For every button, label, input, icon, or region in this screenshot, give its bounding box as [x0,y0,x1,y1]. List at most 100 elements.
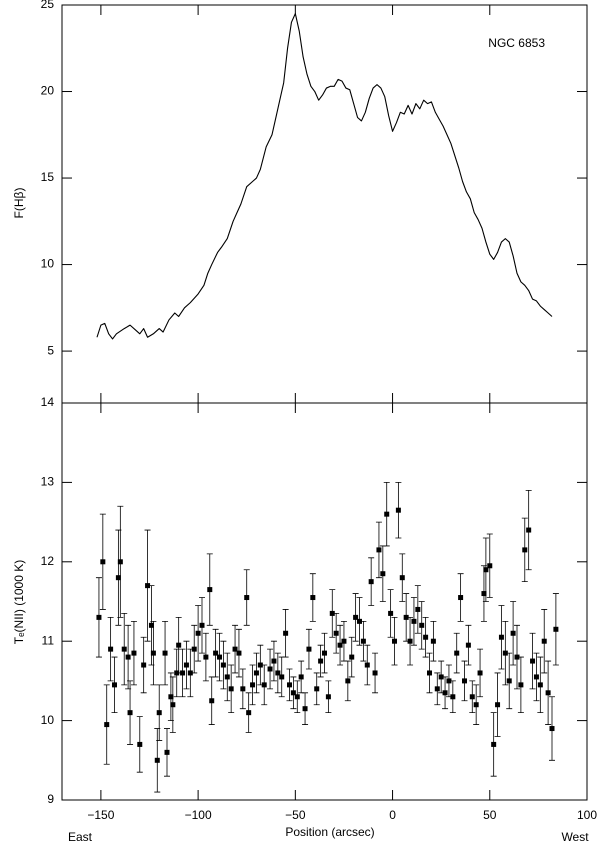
data-point [469,694,475,700]
data-point [325,694,331,700]
data-point [131,650,137,656]
data-point [522,547,528,553]
data-point [450,694,456,700]
data-point [533,674,539,680]
data-point [224,674,230,680]
data-point [127,710,133,716]
y-tick-label: 10 [41,713,55,727]
data-point [434,686,440,692]
data-point [388,610,394,616]
data-point [329,610,335,616]
data-point [322,650,327,656]
data-point [115,575,121,581]
data-point [514,654,520,660]
direction-label: East [68,830,93,844]
data-point [180,670,186,676]
data-point [207,587,213,593]
data-point [510,630,516,636]
data-point [392,638,397,644]
data-point [380,571,386,577]
y-tick-label: 5 [47,343,54,357]
data-point [217,654,222,660]
data-point [462,678,467,684]
data-point [104,722,110,728]
data-point [228,686,234,692]
data-point [537,682,543,688]
data-point [240,686,246,692]
data-point [360,638,366,644]
y-tick-label: 10 [41,257,55,271]
data-point [341,638,347,644]
data-point [250,682,256,688]
y-tick-label: 14 [41,395,55,409]
data-point [372,670,378,676]
data-point [530,658,536,664]
data-point [502,650,508,656]
x-axis-label: Position (arcsec) [285,825,374,839]
data-point [108,646,114,652]
y-axis-label: Tₑ(NII) (1000 K) [12,560,26,644]
data-point [477,670,483,676]
data-point [415,606,421,612]
data-point [246,710,252,716]
data-point [170,702,176,708]
y-axis-label: F(Hβ) [12,188,26,219]
data-point [495,702,501,708]
data-point [298,674,304,680]
data-point [314,686,320,692]
data-point [345,678,351,684]
y-tick-label: 20 [41,84,55,98]
data-point [545,690,551,696]
x-tick-label: −50 [285,808,306,822]
data-point [150,650,156,656]
data-point [125,654,131,660]
direction-label: West [561,830,589,844]
data-point [349,654,355,660]
data-point [275,670,281,676]
data-point [287,682,292,688]
data-point [337,642,343,648]
data-point [411,618,417,624]
data-point [553,626,559,632]
annotation: NGC 6853 [488,36,545,50]
data-point [156,710,162,716]
data-point [395,507,401,513]
data-point [483,567,489,573]
data-point [498,634,504,640]
data-point [384,511,390,517]
y-tick-label: 12 [41,554,55,568]
data-point [290,690,296,696]
data-point [518,682,524,688]
data-point [368,579,374,585]
data-point [407,638,413,644]
data-point [376,547,382,553]
data-point [306,646,312,652]
data-point [271,658,277,664]
data-point [454,650,460,656]
data-point [141,662,147,668]
data-point [220,662,226,668]
data-point [96,614,102,620]
y-tick-label: 9 [47,792,54,806]
data-point [487,563,493,569]
data-point [121,646,127,652]
x-tick-label: −100 [185,808,212,822]
x-tick-label: 50 [483,808,497,822]
data-point [403,614,409,620]
data-point [154,757,160,763]
data-point [427,670,432,676]
data-point [526,527,532,533]
data-point [442,690,448,696]
data-point [168,694,174,700]
data-point [100,559,106,565]
data-point [357,618,362,624]
data-point [112,682,117,688]
flux-line [96,13,553,340]
data-point [541,638,547,644]
data-point [145,583,151,589]
data-point [465,642,471,648]
data-point [353,614,359,620]
x-tick-label: 0 [389,808,396,822]
data-point [232,646,238,652]
